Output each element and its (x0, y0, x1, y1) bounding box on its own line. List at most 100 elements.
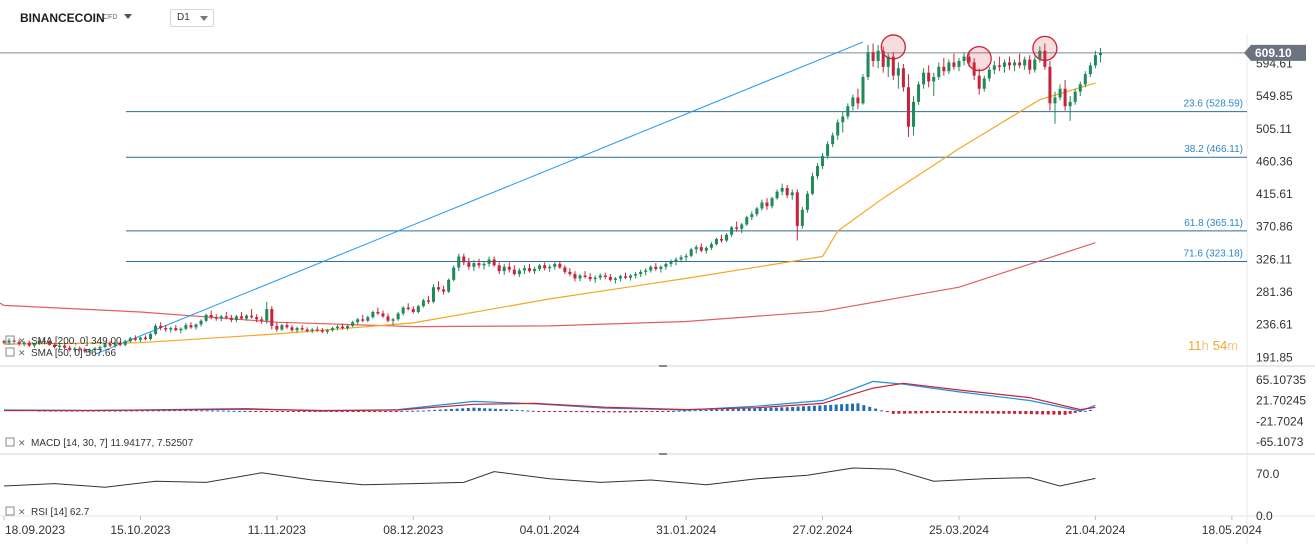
macd-histogram-bar (914, 411, 918, 414)
candle (1033, 56, 1037, 73)
macd-histogram-bar (991, 411, 995, 414)
candle (335, 325, 340, 331)
candle (659, 265, 663, 273)
candle-body (467, 262, 471, 267)
macd-histogram-bar (623, 411, 627, 413)
macd-histogram-bar (449, 408, 453, 411)
top-highlight-circle[interactable] (1032, 35, 1058, 62)
legend-settings-icon[interactable] (5, 347, 15, 357)
macd-histogram-bar (178, 410, 182, 412)
candle-body (209, 314, 213, 318)
candle-body (740, 224, 744, 229)
macd-histogram-bar (421, 410, 425, 412)
countdown-minutes-unit: m (1227, 338, 1238, 353)
candle (992, 60, 996, 75)
candle (143, 335, 147, 341)
time-tick-label: 08.12.2023 (383, 523, 443, 537)
candle-body (442, 289, 446, 292)
time-axis: 18.09.2023 15.10.2023 11.11.2023 08.12.2023… (3, 516, 1262, 537)
candle (265, 301, 269, 324)
legend-settings-icon[interactable] (5, 437, 15, 447)
legend-settings-icon[interactable] (5, 335, 15, 345)
countdown-timer: 11h 54m (1188, 338, 1238, 353)
macd-histogram-bar (113, 410, 117, 412)
candle (553, 262, 557, 270)
macd-histogram-bar (1035, 411, 1039, 415)
candle-body (573, 274, 577, 279)
candle (63, 343, 67, 350)
candle (123, 339, 127, 347)
macd-histogram-bar (108, 410, 112, 412)
time-tick-label: 25.03.2024 (929, 523, 989, 537)
macd-histogram-bar (1018, 411, 1022, 414)
candle-body (982, 78, 986, 89)
candle-body (320, 330, 324, 332)
candle-body (613, 278, 617, 280)
macd-histogram-bar (243, 411, 247, 412)
macd-histogram-bar (1029, 411, 1033, 415)
legend-close-icon: ✕ (18, 336, 26, 346)
price-tick-label: 505.11 (1256, 122, 1292, 136)
instrument-type-label: CFD (103, 14, 118, 21)
candle-body (1018, 62, 1022, 66)
candle-body (815, 166, 820, 177)
candle (679, 255, 683, 263)
candle (507, 262, 511, 273)
candle-body (866, 52, 870, 78)
macd-histogram-bar (564, 411, 568, 413)
top-highlight-circle[interactable] (880, 34, 906, 60)
countdown-minutes: 54 (1213, 338, 1227, 353)
candle-body (341, 326, 345, 329)
candle (184, 322, 188, 331)
symbol-dropdown-chevron-down-icon[interactable] (124, 14, 132, 19)
macd-histogram-bar (758, 408, 762, 411)
candle-body (527, 268, 532, 272)
candle-body (785, 187, 789, 196)
candle (58, 344, 62, 350)
candle-body (401, 307, 405, 314)
candle-body (937, 66, 941, 78)
candle-body (93, 348, 97, 350)
candle-body (881, 50, 885, 67)
candle-body (58, 345, 62, 348)
time-tick-label: 11.11.2023 (248, 523, 307, 537)
candle-body (361, 319, 365, 321)
candle-body (118, 343, 122, 345)
symbol-title[interactable]: BINANCECOIN (20, 11, 105, 25)
candle-body (997, 65, 1001, 67)
candle-body (593, 277, 597, 280)
macd-histogram-bar (856, 403, 860, 411)
candle (447, 278, 451, 294)
trendline-line[interactable] (94, 41, 864, 355)
legend-settings-icon[interactable] (5, 506, 15, 516)
candle-body (68, 347, 72, 350)
candle (37, 339, 41, 345)
candle-body (487, 259, 491, 264)
candle (558, 260, 562, 269)
macd-histogram-bar (308, 411, 312, 412)
price-tick-label: 191.85 (1256, 350, 1293, 364)
candle-body (932, 77, 936, 82)
candle (492, 256, 496, 267)
macd-histogram-bar (526, 410, 530, 412)
candle-body (699, 247, 703, 251)
macd-histogram-bar (237, 410, 241, 412)
candle-body (553, 263, 557, 267)
candle (133, 335, 137, 342)
top-highlight-circle[interactable] (966, 45, 992, 72)
macd-histogram-bar (612, 411, 616, 413)
candle-body (295, 328, 299, 331)
candle (103, 342, 107, 349)
timeframe-select[interactable]: D1 (170, 9, 214, 27)
candle (881, 46, 885, 73)
candle-body (214, 317, 218, 319)
candle (325, 328, 329, 334)
candle (442, 285, 446, 295)
candle (250, 309, 254, 319)
candle-body (821, 155, 825, 167)
candle (1002, 59, 1006, 73)
candle-body (1073, 91, 1077, 102)
candle (770, 196, 774, 209)
macd-histogram-bar (378, 411, 382, 412)
